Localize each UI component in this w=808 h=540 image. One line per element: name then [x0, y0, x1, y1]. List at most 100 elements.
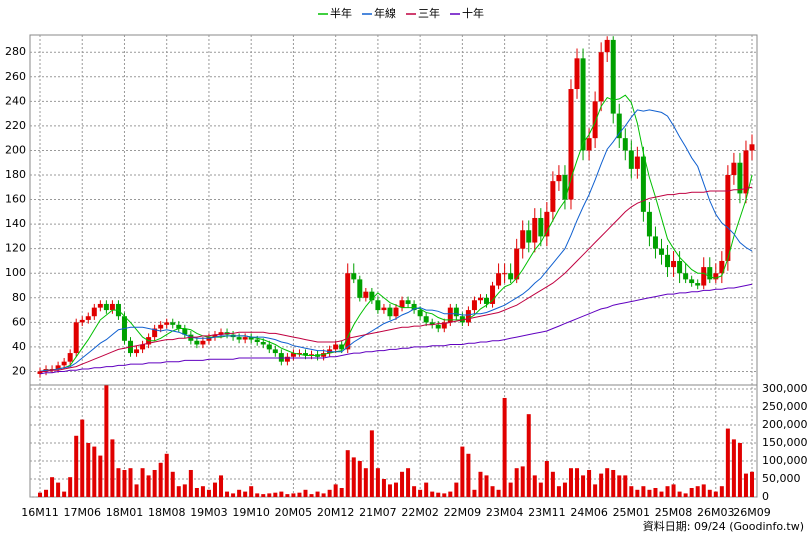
- volume-bar: [562, 482, 567, 497]
- candle-body: [302, 353, 308, 356]
- ma-line: [39, 94, 753, 372]
- y-tick-label: 140: [5, 217, 26, 230]
- volume-bar: [321, 493, 326, 497]
- candle-body: [652, 236, 658, 249]
- candle-body: [272, 349, 278, 354]
- volume-bar: [653, 487, 658, 497]
- x-tick-label: 22M02: [401, 506, 439, 519]
- volume-bar: [279, 491, 284, 497]
- candle-body: [484, 297, 490, 304]
- legend-label: 三年: [418, 6, 440, 20]
- y2-tick-label: 250,000: [762, 400, 808, 413]
- candle-body: [538, 217, 544, 237]
- legend-label: 十年: [462, 6, 484, 20]
- volume-bar: [243, 491, 248, 497]
- volume-bar: [327, 489, 332, 497]
- x-tick-label: 26M09: [733, 506, 771, 519]
- candle-body: [737, 162, 743, 194]
- volume-bar: [484, 475, 489, 497]
- candle-body: [158, 324, 164, 329]
- volume-bar: [629, 486, 634, 497]
- candle-body: [417, 310, 423, 317]
- candle-body: [616, 113, 622, 139]
- volume-bar: [659, 491, 664, 497]
- volume-bar: [550, 471, 555, 497]
- volume-bar: [538, 482, 543, 497]
- volume-bar: [750, 471, 754, 497]
- volume-bar: [623, 475, 628, 497]
- volume-bar: [345, 450, 350, 497]
- volume-bar: [188, 469, 193, 497]
- volume-bar: [56, 482, 61, 497]
- volume-bar: [261, 494, 266, 497]
- volume-bar: [98, 455, 103, 497]
- volume-bar: [406, 468, 411, 497]
- x-tick-label: 25M08: [655, 506, 693, 519]
- candle-body: [290, 353, 296, 357]
- candle-body: [134, 349, 140, 354]
- volume-bar: [206, 489, 211, 497]
- candle-body: [357, 279, 363, 298]
- candle-body: [363, 291, 369, 298]
- x-tick-label: 20M12: [317, 506, 355, 519]
- x-tick-label: 22M09: [444, 506, 482, 519]
- candle-body: [140, 344, 146, 350]
- candle-body: [73, 322, 79, 354]
- candle-body: [345, 273, 351, 350]
- y-tick-label: 100: [5, 266, 26, 279]
- volume-bar: [719, 486, 724, 497]
- candle-body: [508, 273, 514, 280]
- volume-bar: [587, 469, 592, 497]
- volume-bar: [315, 491, 320, 497]
- volume-bar: [725, 428, 730, 497]
- y-tick-label: 180: [5, 168, 26, 181]
- candle-body: [526, 230, 532, 243]
- volume-bar: [478, 471, 483, 497]
- volume-bar: [44, 489, 49, 497]
- volume-bar: [466, 453, 471, 497]
- volume-bar: [412, 486, 417, 497]
- volume-bar: [520, 466, 525, 497]
- volume-bar: [225, 491, 230, 497]
- candle-body: [743, 150, 749, 194]
- x-tick-label: 25M01: [613, 506, 651, 519]
- y-tick-label: 240: [5, 94, 26, 107]
- volume-bar: [38, 492, 42, 497]
- candle-body: [97, 303, 103, 308]
- volume-bar: [387, 484, 392, 497]
- candle-body: [671, 260, 677, 268]
- x-tick-label: 18M01: [106, 506, 144, 519]
- volume-bar: [707, 489, 712, 497]
- volume-bar: [285, 494, 290, 497]
- volume-bar: [140, 468, 145, 497]
- candle-body: [109, 303, 115, 311]
- candle-body: [574, 58, 580, 90]
- volume-bar: [737, 442, 742, 497]
- volume-bar: [617, 475, 622, 497]
- candle-body: [713, 273, 719, 280]
- volume-bar: [363, 468, 368, 497]
- volume-bar: [194, 487, 199, 497]
- volume-bar: [200, 486, 205, 497]
- candle-body: [459, 316, 465, 323]
- candle-body: [665, 254, 671, 268]
- candle-body: [604, 39, 610, 53]
- volume-bar: [291, 493, 296, 497]
- volume-bar: [267, 493, 272, 497]
- volume-bar: [496, 489, 501, 497]
- volume-bar: [86, 442, 91, 497]
- volume-bar: [381, 478, 386, 497]
- volume-bar: [375, 468, 380, 497]
- candle-body: [393, 307, 399, 317]
- volume-bar: [339, 487, 344, 497]
- volume-bar: [526, 414, 531, 497]
- candle-body: [387, 307, 393, 317]
- candle-body: [568, 89, 574, 200]
- volume-bar: [92, 446, 97, 497]
- volume-bar: [249, 486, 254, 497]
- candle-body: [502, 273, 508, 275]
- y-tick-label: 60: [12, 315, 26, 328]
- volume-bar: [219, 475, 224, 497]
- volume-bar: [309, 494, 314, 497]
